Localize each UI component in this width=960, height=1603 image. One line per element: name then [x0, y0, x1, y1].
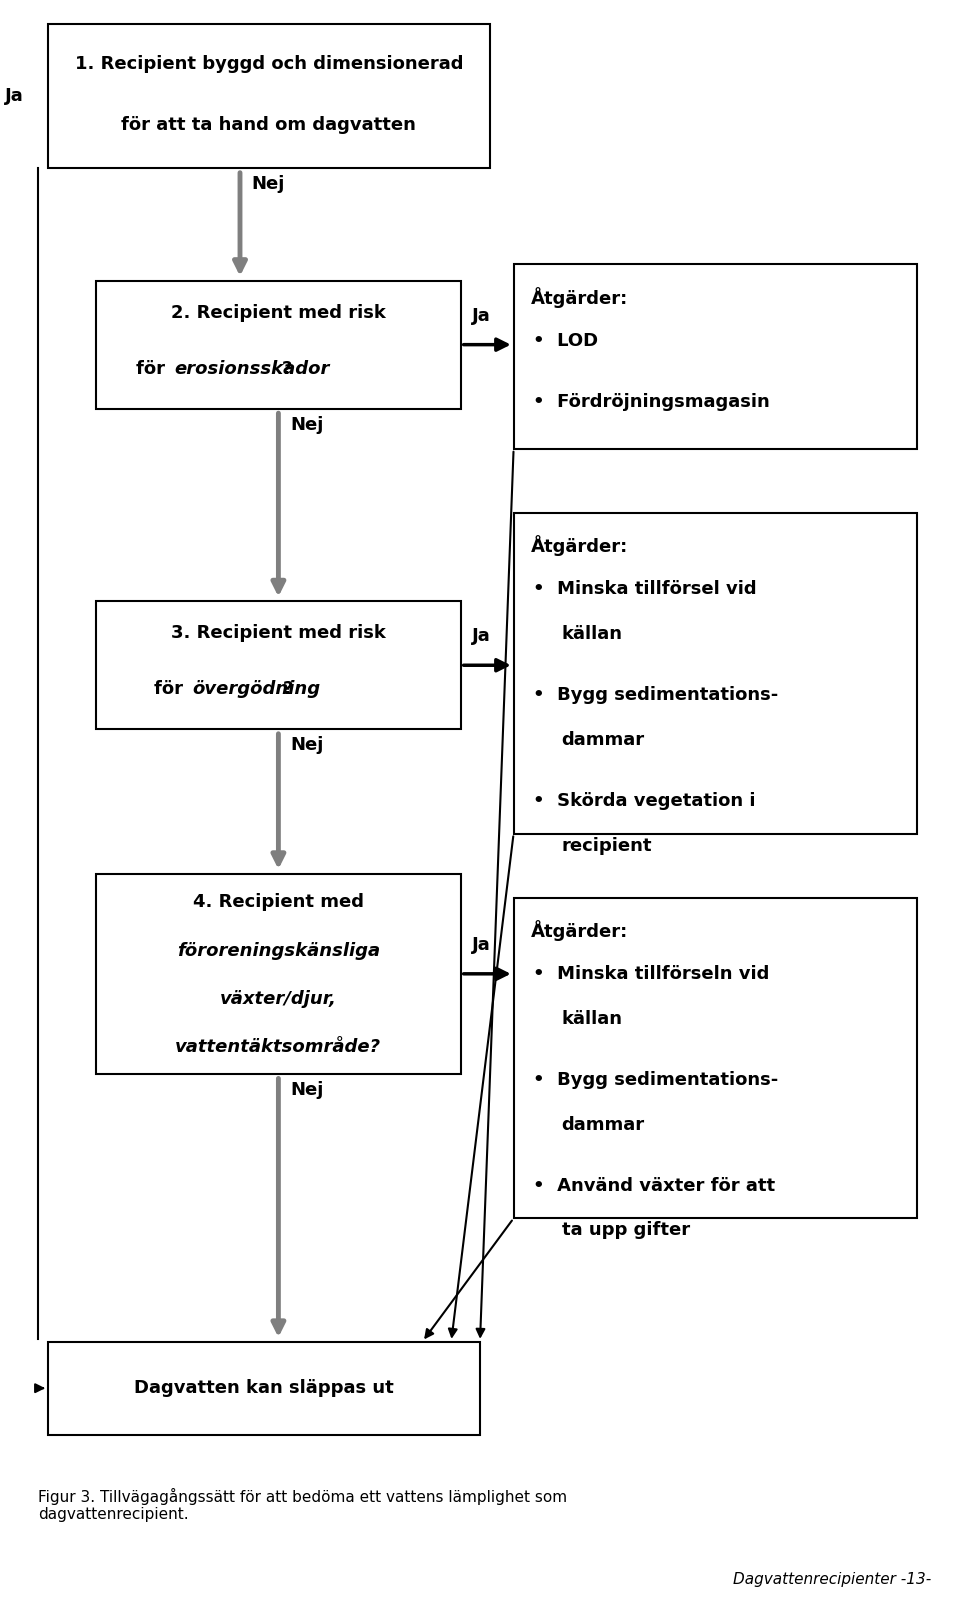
- Text: erosionsskador: erosionsskador: [175, 359, 330, 378]
- Text: ?: ?: [282, 359, 293, 378]
- Text: för: för: [136, 359, 172, 378]
- Text: Ja: Ja: [5, 87, 24, 106]
- Text: •  Minska tillförsel vid: • Minska tillförsel vid: [533, 580, 756, 598]
- Text: Åtgärder:: Åtgärder:: [531, 920, 628, 941]
- Text: Nej: Nej: [290, 415, 324, 434]
- Text: dammar: dammar: [562, 1116, 645, 1133]
- Text: ta upp gifter: ta upp gifter: [562, 1221, 689, 1239]
- Text: Ja: Ja: [472, 306, 492, 325]
- Text: vattentäktsområde?: vattentäktsområde?: [176, 1037, 381, 1056]
- Text: •  Fördröjningsmagasin: • Fördröjningsmagasin: [533, 393, 770, 410]
- FancyBboxPatch shape: [96, 874, 461, 1074]
- FancyBboxPatch shape: [514, 264, 917, 449]
- Text: •  Minska tillförseln vid: • Minska tillförseln vid: [533, 965, 769, 983]
- Text: Figur 3. Tillvägagångssätt för att bedöma ett vattens lämplighet som
dagvattenre: Figur 3. Tillvägagångssätt för att bedöm…: [38, 1488, 567, 1521]
- Text: Dagvatten kan släppas ut: Dagvatten kan släppas ut: [134, 1379, 394, 1398]
- FancyBboxPatch shape: [514, 898, 917, 1218]
- Text: •  Bygg sedimentations-: • Bygg sedimentations-: [533, 686, 778, 704]
- Text: •  Bygg sedimentations-: • Bygg sedimentations-: [533, 1071, 778, 1088]
- FancyBboxPatch shape: [48, 1342, 480, 1435]
- Text: 2. Recipient med risk: 2. Recipient med risk: [171, 303, 386, 322]
- Text: föroreningskänsliga: föroreningskänsliga: [177, 941, 380, 960]
- Text: ?: ?: [283, 680, 294, 699]
- Text: övergödning: övergödning: [192, 680, 320, 699]
- Text: Ja: Ja: [472, 627, 492, 646]
- Text: 4. Recipient med: 4. Recipient med: [193, 893, 364, 912]
- Text: Nej: Nej: [290, 1080, 324, 1100]
- Text: för att ta hand om dagvatten: för att ta hand om dagvatten: [121, 115, 417, 135]
- Text: Dagvattenrecipienter -13-: Dagvattenrecipienter -13-: [732, 1573, 931, 1587]
- Text: källan: källan: [562, 1010, 623, 1028]
- Text: Åtgärder:: Åtgärder:: [531, 535, 628, 556]
- Text: •  Skörda vegetation i: • Skörda vegetation i: [533, 792, 756, 810]
- Text: 3. Recipient med risk: 3. Recipient med risk: [171, 624, 386, 643]
- Text: Nej: Nej: [290, 736, 324, 755]
- Text: •  LOD: • LOD: [533, 332, 598, 349]
- Text: recipient: recipient: [562, 837, 652, 854]
- Text: växter/djur,: växter/djur,: [220, 989, 337, 1008]
- FancyBboxPatch shape: [96, 601, 461, 729]
- FancyBboxPatch shape: [514, 513, 917, 834]
- Text: Nej: Nej: [252, 175, 285, 194]
- Text: •  Använd växter för att: • Använd växter för att: [533, 1177, 775, 1194]
- FancyBboxPatch shape: [48, 24, 490, 168]
- Text: Ja: Ja: [472, 936, 492, 954]
- FancyBboxPatch shape: [96, 281, 461, 409]
- Text: dammar: dammar: [562, 731, 645, 749]
- Text: Åtgärder:: Åtgärder:: [531, 287, 628, 308]
- Text: för: för: [154, 680, 189, 699]
- Text: källan: källan: [562, 625, 623, 643]
- Text: 1. Recipient byggd och dimensionerad: 1. Recipient byggd och dimensionerad: [75, 55, 463, 74]
